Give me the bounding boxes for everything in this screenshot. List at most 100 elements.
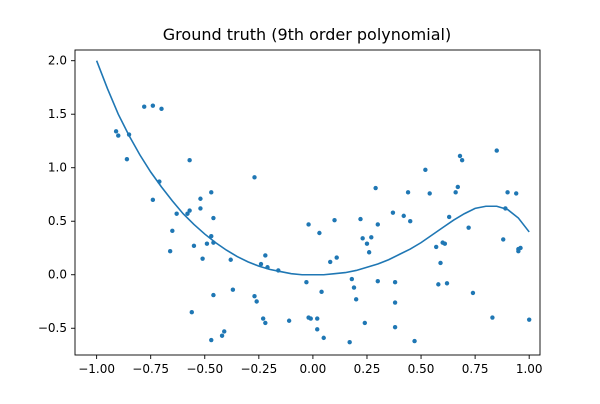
data-point bbox=[211, 292, 216, 298]
data-point bbox=[466, 225, 471, 230]
x-tick-label: 0.00 bbox=[300, 362, 327, 376]
chart-title: Ground truth (9th order polynomial) bbox=[163, 25, 451, 44]
data-point bbox=[191, 243, 197, 249]
data-point bbox=[405, 190, 411, 195]
data-point bbox=[526, 317, 532, 322]
x-tick-label: 0.25 bbox=[354, 362, 381, 376]
y-tick-label: 1.0 bbox=[48, 161, 67, 175]
data-point bbox=[306, 222, 311, 227]
data-point bbox=[514, 191, 519, 196]
data-point bbox=[315, 327, 320, 332]
data-point bbox=[321, 335, 326, 341]
data-point bbox=[204, 241, 210, 246]
x-tick-label: 0.50 bbox=[408, 362, 435, 376]
y-tick-label: 1.5 bbox=[48, 107, 67, 121]
data-point bbox=[113, 129, 119, 134]
data-point bbox=[265, 265, 270, 270]
data-point bbox=[349, 276, 355, 282]
data-point bbox=[392, 280, 398, 285]
data-point bbox=[126, 132, 132, 137]
data-point bbox=[353, 297, 359, 302]
data-point bbox=[317, 230, 322, 236]
data-point bbox=[364, 241, 370, 246]
data-point bbox=[351, 285, 357, 290]
data-point bbox=[306, 315, 311, 320]
data-point bbox=[360, 236, 365, 241]
data-point bbox=[198, 206, 203, 211]
data-point bbox=[392, 324, 398, 330]
data-point bbox=[347, 339, 352, 345]
y-tick-label: 0.0 bbox=[48, 268, 67, 282]
data-point bbox=[230, 287, 236, 292]
data-point bbox=[209, 337, 214, 343]
data-point bbox=[444, 281, 450, 286]
data-point bbox=[442, 241, 448, 246]
data-point bbox=[334, 255, 339, 260]
data-point bbox=[401, 213, 406, 219]
y-tick-label: 2.0 bbox=[48, 54, 67, 68]
data-point bbox=[304, 280, 309, 285]
data-point bbox=[358, 216, 363, 222]
data-point bbox=[455, 184, 461, 190]
data-point bbox=[315, 316, 320, 321]
data-point bbox=[187, 208, 192, 213]
data-point bbox=[142, 104, 147, 109]
x-tick-label: 0.75 bbox=[462, 362, 489, 376]
data-point bbox=[390, 210, 396, 215]
data-point bbox=[258, 261, 264, 267]
data-point bbox=[490, 315, 495, 320]
data-point bbox=[328, 259, 333, 265]
data-point bbox=[263, 253, 268, 258]
data-point bbox=[453, 190, 458, 195]
data-point bbox=[252, 175, 257, 180]
data-point bbox=[209, 190, 214, 195]
data-point bbox=[518, 245, 523, 251]
axes: −1.00 −0.75 −0.50 −0.25 0.00 0.25 0.50 0.75 1.00… bbox=[38, 49, 543, 376]
y-tick-label: 0.5 bbox=[48, 214, 67, 228]
data-point bbox=[319, 289, 324, 295]
data-point bbox=[198, 196, 203, 201]
data-point bbox=[373, 185, 378, 191]
x-tick-label: −0.75 bbox=[132, 362, 169, 376]
data-point bbox=[427, 191, 432, 196]
data-point bbox=[167, 248, 173, 254]
data-point bbox=[150, 103, 156, 108]
data-point bbox=[446, 214, 452, 220]
plot-area bbox=[95, 60, 532, 345]
data-point bbox=[505, 190, 510, 195]
x-tick-label: 1.00 bbox=[516, 362, 543, 376]
data-point bbox=[392, 300, 398, 305]
data-point bbox=[252, 293, 257, 299]
data-point bbox=[219, 333, 225, 338]
data-point bbox=[189, 309, 194, 315]
polynomial-curve bbox=[95, 60, 530, 276]
data-point bbox=[200, 256, 205, 261]
data-point bbox=[494, 148, 499, 153]
data-point bbox=[362, 320, 368, 326]
data-point bbox=[470, 290, 476, 296]
data-point bbox=[436, 282, 441, 287]
data-point bbox=[187, 158, 192, 163]
data-point bbox=[332, 217, 337, 223]
data-point bbox=[375, 278, 380, 284]
data-point bbox=[501, 237, 506, 242]
data-point bbox=[159, 106, 164, 112]
data-point bbox=[459, 158, 465, 163]
data-point bbox=[366, 250, 372, 255]
x-tick-label: −0.25 bbox=[240, 362, 277, 376]
data-point bbox=[516, 248, 521, 254]
data-point bbox=[254, 299, 259, 304]
data-point bbox=[211, 215, 216, 221]
data-point bbox=[263, 320, 268, 326]
data-point bbox=[375, 222, 380, 227]
data-point bbox=[503, 206, 508, 211]
data-point bbox=[457, 153, 463, 159]
data-point bbox=[222, 329, 227, 334]
data-point bbox=[150, 197, 156, 203]
data-point bbox=[260, 316, 266, 321]
data-point bbox=[116, 133, 121, 138]
data-point bbox=[408, 219, 413, 224]
y-tick-label: −0.5 bbox=[38, 321, 67, 335]
